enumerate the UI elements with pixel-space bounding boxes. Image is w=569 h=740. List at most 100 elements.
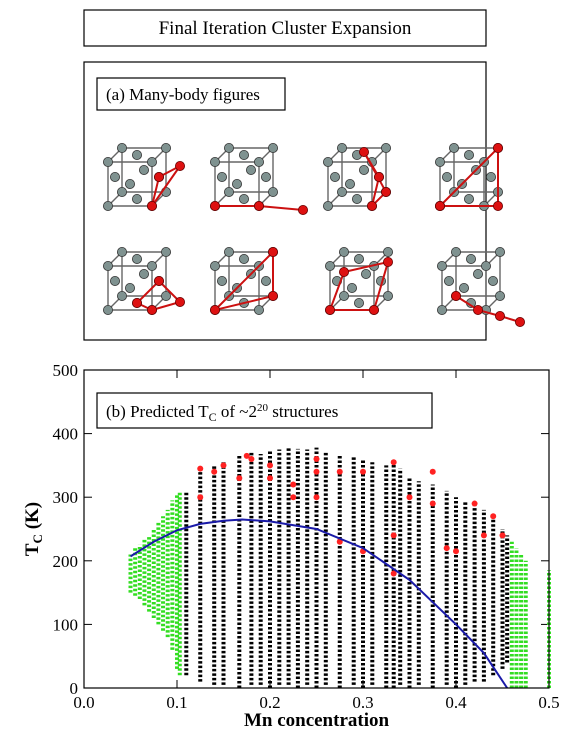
atom [463,150,474,160]
x-tick-label: 0.0 [73,693,94,712]
highlight-point [248,456,255,463]
atom [323,156,333,167]
atom [353,254,364,264]
highlight-point [236,475,243,482]
cluster-atom [369,305,380,316]
highlight-point [390,532,397,539]
atom [338,247,349,257]
atom [131,194,142,205]
cluster-atom [325,305,335,316]
x-axis-label: Mn concentration [244,710,390,731]
highlight-point [220,462,227,469]
highlight-point [390,570,397,577]
atom [435,156,445,167]
atom [103,201,113,212]
cube-figures [103,143,526,328]
atom [338,291,349,302]
cluster-atom [147,305,158,316]
highlight-point [267,462,273,469]
atom [161,291,172,302]
panel-a-box [83,61,487,341]
cube [435,143,504,212]
cube [103,143,186,212]
y-tick-label: 300 [53,488,79,507]
cube [210,143,309,216]
y-axis-label-part: C [30,534,45,543]
cluster-atom [450,291,461,302]
atom [110,171,120,182]
atom [147,156,158,167]
atom [360,268,371,279]
x-tick-label: 0.2 [259,693,280,712]
highlight-point [336,468,343,475]
x-tick-label: 0.3 [352,693,373,712]
highlight-point [429,500,436,507]
atom [161,143,172,153]
atom [346,282,357,293]
cluster-bond [211,249,274,312]
atom [124,282,135,293]
panel-a-label-box [96,77,286,111]
cube [437,247,526,328]
cluster-atom [210,201,220,212]
atom [444,275,454,286]
atom [103,305,113,316]
panel-a-label: (a) Many-body figures [106,85,260,104]
atom [138,268,149,279]
atom [488,275,499,286]
cluster-bond [439,145,499,207]
highlight-point [499,532,506,539]
highlight-point [390,459,397,466]
cluster-atom [338,266,349,277]
cluster-atom [374,171,385,182]
highlight-point [243,452,250,459]
atom [116,247,127,257]
atom [254,156,265,167]
cluster-atom [493,143,504,153]
highlight-point [197,494,204,501]
highlight-point [313,456,320,463]
cluster-atom [298,205,309,216]
atom [103,260,113,271]
chart: 0 100 200 300 400 500 0.0 0.1 0.2 0.3 0.4 0.5 (b) Pr… [22,361,560,731]
highlight-point [313,468,320,475]
atom [223,143,234,153]
cluster-bond [151,165,181,207]
atom [486,171,497,182]
atom [465,254,476,264]
cluster-atom [254,201,265,212]
cluster-atom [495,311,506,322]
atom [448,143,459,153]
y-tick-label: 0 [70,679,79,698]
y-axis-label-part: (K) [22,502,43,534]
atom [495,247,506,257]
highlight-point [360,468,366,475]
atom [210,260,220,271]
atom [351,194,362,205]
y-axis-label: TC (K) [22,502,45,556]
atom [463,194,474,205]
atom [217,171,227,182]
atom [458,282,469,293]
cluster-atom [154,171,165,182]
atom [138,164,149,175]
cluster-atom [175,297,186,308]
atom [336,143,347,153]
cluster-atom [147,201,158,212]
atom [223,247,234,257]
title-box [83,9,487,47]
cube [323,143,392,212]
title: Final Iteration Cluster Expansion [159,18,412,39]
atom [210,156,220,167]
atom [442,171,452,182]
cluster-atom [154,275,165,286]
atom [116,143,127,153]
atom [110,275,120,286]
y-tick-label: 500 [53,361,79,380]
atom [330,171,340,182]
highlight-point [443,545,450,552]
atom [437,260,447,271]
annotation-part: 20 [257,402,269,414]
atom [383,291,394,302]
